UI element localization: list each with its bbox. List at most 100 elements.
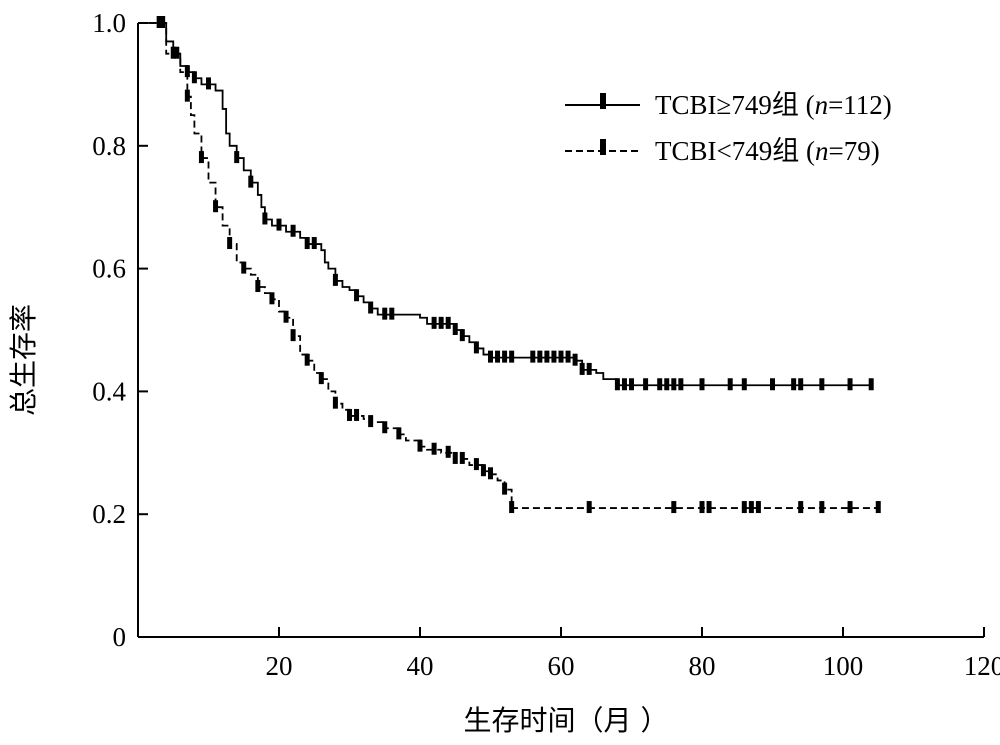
y-tick-label: 0.4 bbox=[92, 376, 126, 406]
censor-mark bbox=[184, 89, 190, 102]
censor-mark bbox=[170, 46, 176, 59]
axis-titles: 生存时间（月 ） 总生存率 bbox=[7, 304, 668, 737]
censor-mark bbox=[332, 396, 338, 409]
y-tick-label: 1.0 bbox=[92, 8, 126, 38]
censor-mark bbox=[678, 378, 684, 391]
censor-mark bbox=[213, 200, 219, 213]
censor-mark bbox=[480, 464, 486, 477]
legend-paren: ( bbox=[799, 136, 815, 166]
censor-mark bbox=[544, 350, 550, 363]
plot-area bbox=[138, 16, 881, 514]
censor-mark bbox=[530, 350, 536, 363]
legend: TCBI≥749组 (n=112)TCBI<749组 (n=79) bbox=[565, 90, 892, 166]
censor-mark bbox=[431, 316, 437, 329]
x-tick-label: 60 bbox=[548, 651, 575, 681]
censor-mark bbox=[502, 482, 508, 495]
y-tick-label: 0 bbox=[113, 622, 127, 652]
censor-mark bbox=[579, 362, 585, 375]
censor-mark bbox=[791, 378, 797, 391]
censor-mark bbox=[248, 175, 254, 188]
censor-mark bbox=[727, 378, 733, 391]
censor-mark bbox=[382, 307, 388, 320]
legend-censor-mark bbox=[600, 139, 606, 155]
censor-mark bbox=[586, 501, 592, 514]
censor-mark bbox=[657, 378, 663, 391]
legend-series-name: TCBI≥749组 bbox=[655, 90, 799, 120]
censor-mark bbox=[699, 501, 705, 514]
legend-series-name: TCBI<749组 bbox=[655, 136, 799, 166]
censor-mark bbox=[262, 212, 268, 225]
censor-mark bbox=[473, 341, 479, 354]
legend-n-label: n bbox=[815, 90, 829, 120]
censor-mark bbox=[509, 501, 515, 514]
censor-mark bbox=[255, 280, 261, 293]
censor-mark bbox=[459, 451, 465, 464]
censor-mark bbox=[438, 316, 444, 329]
censor-mark bbox=[234, 151, 240, 164]
censor-mark bbox=[572, 353, 578, 366]
censor-mark bbox=[347, 408, 352, 421]
censor-mark bbox=[495, 350, 501, 363]
censor-mark bbox=[276, 218, 282, 231]
censor-mark bbox=[537, 350, 543, 363]
censor-mark bbox=[798, 378, 804, 391]
censor-mark bbox=[671, 378, 677, 391]
censor-mark bbox=[509, 350, 515, 363]
censor-mark bbox=[643, 378, 649, 391]
censor-mark bbox=[488, 467, 493, 480]
censor-mark bbox=[621, 378, 627, 391]
censor-mark bbox=[311, 237, 317, 250]
censor-mark bbox=[488, 350, 493, 363]
censor-mark bbox=[502, 350, 508, 363]
legend-label-2: TCBI<749组 (n=79) bbox=[655, 136, 880, 166]
legend-n-value: =79) bbox=[828, 136, 879, 166]
x-tick-label: 80 bbox=[689, 651, 716, 681]
censor-mark bbox=[304, 353, 310, 366]
censor-mark bbox=[389, 307, 395, 320]
censor-mark bbox=[191, 71, 197, 84]
censor-mark bbox=[755, 501, 761, 514]
censor-mark bbox=[551, 350, 557, 363]
censor-mark bbox=[184, 65, 190, 78]
y-axis-title: 总生存率 bbox=[7, 304, 40, 416]
censor-mark bbox=[614, 378, 620, 391]
censor-mark bbox=[452, 323, 458, 335]
censor-mark bbox=[354, 408, 360, 421]
legend-paren: ( bbox=[799, 90, 815, 120]
x-tick-label: 40 bbox=[407, 651, 434, 681]
censor-mark bbox=[699, 378, 705, 391]
censor-mark bbox=[798, 501, 804, 514]
censor-mark bbox=[156, 16, 162, 28]
censor-mark bbox=[290, 329, 296, 342]
censor-mark bbox=[417, 439, 423, 452]
censor-mark bbox=[368, 301, 374, 314]
censor-mark bbox=[819, 378, 825, 391]
censor-mark bbox=[459, 329, 465, 342]
legend-n-label: n bbox=[815, 136, 829, 166]
censor-mark bbox=[206, 77, 211, 90]
censor-mark bbox=[304, 237, 310, 250]
y-tick-label: 0.2 bbox=[92, 499, 126, 529]
censor-mark bbox=[473, 458, 479, 471]
x-tick-label: 120 bbox=[964, 651, 1000, 681]
censor-mark bbox=[269, 292, 275, 305]
censor-mark bbox=[558, 350, 564, 363]
censor-mark bbox=[664, 378, 670, 391]
censor-mark bbox=[290, 224, 296, 237]
censor-mark bbox=[318, 372, 324, 385]
censor-mark bbox=[748, 501, 754, 514]
censor-mark bbox=[283, 310, 289, 323]
censor-mark bbox=[332, 273, 338, 286]
censor-mark bbox=[819, 501, 825, 514]
x-axis-title: 生存时间（月 ） bbox=[464, 704, 669, 737]
censor-mark bbox=[741, 501, 747, 514]
censor-mark bbox=[368, 415, 374, 428]
censor-mark bbox=[160, 16, 166, 28]
censor-mark bbox=[241, 261, 247, 274]
x-tick-label: 20 bbox=[266, 651, 293, 681]
censor-mark bbox=[382, 421, 388, 434]
censor-mark bbox=[629, 378, 634, 391]
censor-mark bbox=[227, 237, 233, 250]
censor-mark bbox=[452, 451, 458, 464]
